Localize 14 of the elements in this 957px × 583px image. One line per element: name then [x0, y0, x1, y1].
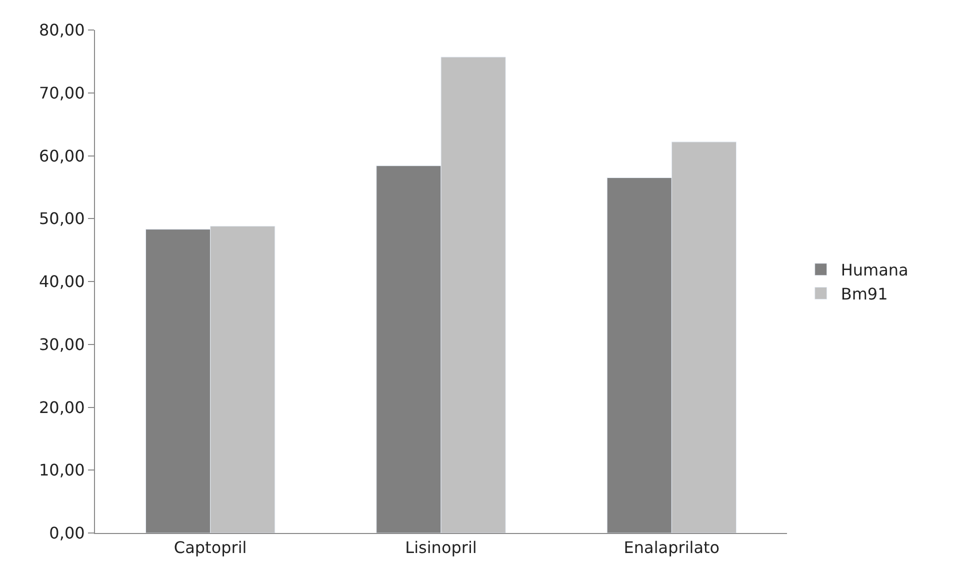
x-tick-label: Enalaprilato	[624, 538, 720, 558]
x-tick-label: Captopril	[174, 538, 247, 558]
y-tick-label: 0,00	[49, 524, 85, 543]
legend-label: Bm91	[840, 284, 888, 304]
legend-label: Humana	[840, 260, 908, 280]
y-tick-label: 50,00	[38, 209, 85, 228]
y-tick-label: 10,00	[38, 460, 85, 480]
x-tick-label: Lisinopril	[405, 538, 477, 558]
y-tick-label: 80,00	[38, 20, 85, 40]
y-tick-label: 20,00	[38, 398, 85, 417]
y-tick-label: 70,00	[38, 83, 85, 102]
y-tick-label: 60,00	[38, 146, 85, 166]
y-tick-label: 40,00	[38, 272, 85, 292]
y-tick-label: 30,00	[38, 334, 85, 354]
